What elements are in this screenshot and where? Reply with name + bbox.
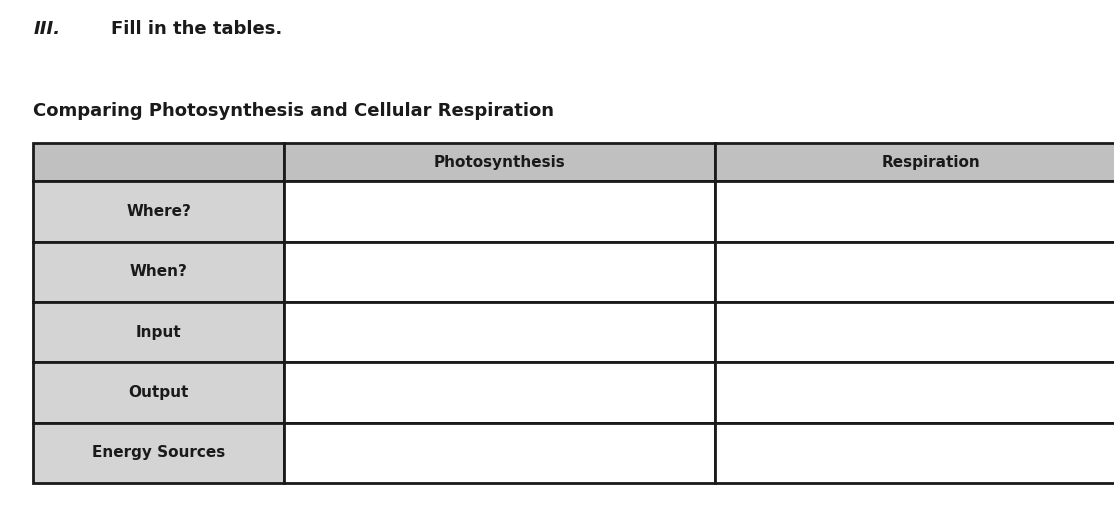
Bar [33, 242, 284, 302]
Bar [33, 143, 284, 181]
Bar [284, 143, 715, 181]
Text: Output: Output [128, 385, 189, 400]
Text: Respiration: Respiration [881, 155, 980, 170]
Bar [33, 181, 284, 242]
Bar [33, 423, 284, 483]
Bar [715, 423, 1114, 483]
Text: Photosynthesis: Photosynthesis [433, 155, 566, 170]
Bar [715, 143, 1114, 181]
Bar [715, 302, 1114, 362]
Bar [715, 242, 1114, 302]
Bar [284, 302, 715, 362]
Bar [715, 181, 1114, 242]
Text: III.: III. [33, 20, 60, 38]
Bar [284, 181, 715, 242]
Bar [284, 423, 715, 483]
Bar [715, 362, 1114, 423]
Text: When?: When? [130, 264, 187, 280]
Text: Where?: Where? [126, 204, 192, 219]
Text: Fill in the tables.: Fill in the tables. [111, 20, 283, 38]
Bar [33, 362, 284, 423]
Bar [284, 242, 715, 302]
Bar [33, 302, 284, 362]
Text: Input: Input [136, 324, 182, 340]
Text: Comparing Photosynthesis and Cellular Respiration: Comparing Photosynthesis and Cellular Re… [33, 102, 555, 120]
Text: Energy Sources: Energy Sources [92, 445, 225, 460]
Bar [284, 362, 715, 423]
